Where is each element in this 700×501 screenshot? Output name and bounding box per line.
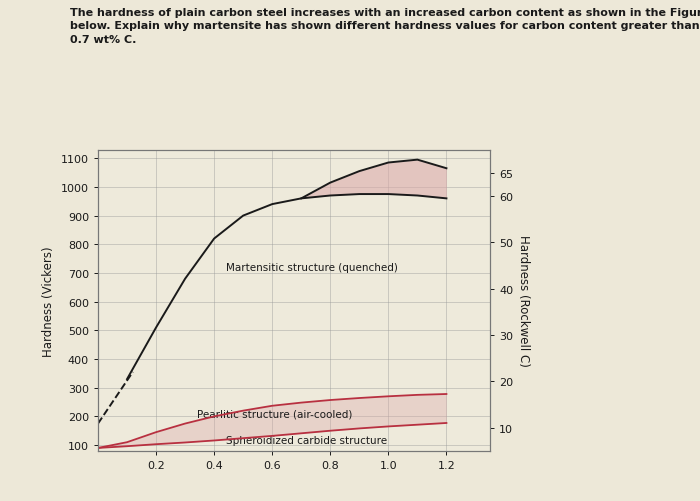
Y-axis label: Hardness (Rockwell C): Hardness (Rockwell C)	[517, 235, 530, 366]
Text: The hardness of plain carbon steel increases with an increased carbon content as: The hardness of plain carbon steel incre…	[70, 8, 700, 18]
Text: 0.7 wt% C.: 0.7 wt% C.	[70, 35, 136, 45]
Text: Spheroidized carbide structure: Spheroidized carbide structure	[226, 435, 387, 445]
Y-axis label: Hardness (Vickers): Hardness (Vickers)	[43, 245, 55, 356]
Text: below. Explain why martensite has shown different hardness values for carbon con: below. Explain why martensite has shown …	[70, 21, 699, 31]
Text: Pearlitic structure (air-cooled): Pearlitic structure (air-cooled)	[197, 409, 352, 419]
Text: Martensitic structure (quenched): Martensitic structure (quenched)	[226, 263, 398, 273]
